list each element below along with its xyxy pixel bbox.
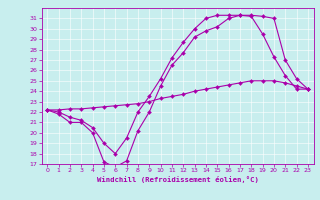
X-axis label: Windchill (Refroidissement éolien,°C): Windchill (Refroidissement éolien,°C): [97, 176, 259, 183]
